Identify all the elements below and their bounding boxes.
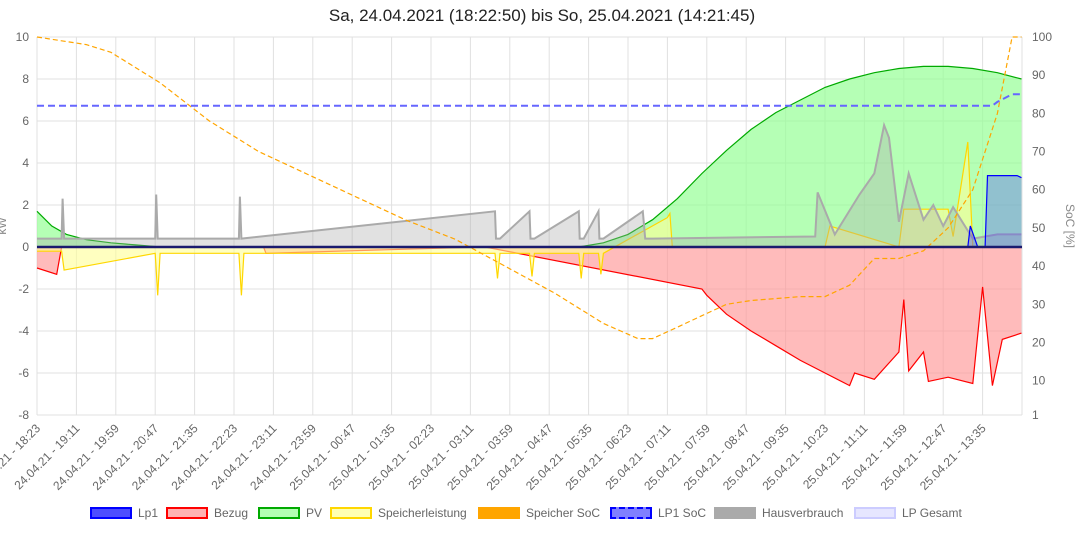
series-line-lp1-soc	[37, 93, 1022, 107]
legend-swatch-pv	[258, 507, 300, 519]
y-tick-left: -4	[18, 324, 29, 338]
series-area-pv	[37, 66, 1022, 248]
series-area-bezug	[37, 247, 1022, 386]
y-tick-left: -8	[18, 408, 29, 422]
y-tick-right: 40	[1032, 259, 1046, 273]
chart-legend: Lp1 Bezug PV Speicherleistung Speicher S…	[0, 505, 1084, 523]
legend-swatch-lp1	[90, 507, 132, 519]
series-line-hausverbrauch	[37, 121, 1022, 240]
legend-label-pv: PV	[306, 506, 323, 520]
y-tick-left: -2	[18, 282, 29, 296]
legend-label-lp1: Lp1	[138, 506, 159, 520]
legend-swatch-speicherleistung	[330, 507, 372, 519]
y-tick-right: 50	[1032, 221, 1046, 235]
legend-swatch-lp-gesamt	[854, 507, 896, 519]
y-tick-right: 10	[1032, 374, 1046, 388]
legend-swatch-lp1-soc	[610, 507, 652, 519]
y-tick-right: 1	[1032, 408, 1039, 422]
y-axis-title-right: SoC [%]	[1063, 204, 1077, 248]
series-line-speicherleistung	[37, 141, 1022, 296]
legend-label-bezug: Bezug	[214, 506, 249, 520]
y-tick-right: 100	[1032, 30, 1052, 44]
series-line-speicher-soc	[36, 36, 1022, 340]
y-tick-left: -6	[18, 366, 29, 380]
legend-label-lp-gesamt: LP Gesamt	[902, 506, 962, 520]
y-tick-right: 30	[1032, 297, 1046, 311]
legend-label-speicher-soc: Speicher SoC	[526, 506, 601, 520]
y-tick-right: 80	[1032, 106, 1046, 120]
legend-swatch-speicher-soc	[478, 507, 520, 519]
y-tick-left: 10	[16, 30, 30, 44]
y-tick-left: 0	[22, 240, 29, 254]
legend-swatch-bezug	[166, 507, 208, 519]
legend-label-hausverbrauch: Hausverbrauch	[762, 506, 844, 520]
chart-title: Sa, 24.04.2021 (18:22:50) bis So, 25.04.…	[328, 6, 756, 25]
series-line-pv	[36, 65, 1022, 248]
legend-swatch-hausverbrauch	[714, 507, 756, 519]
y-tick-left: 2	[22, 198, 29, 212]
y-tick-left: 4	[22, 156, 29, 170]
legend-label-speicherleistung: Speicherleistung	[378, 506, 467, 520]
y-tick-left: 8	[22, 72, 29, 86]
y-tick-right: 60	[1032, 183, 1046, 197]
y-tick-left: 6	[22, 114, 29, 128]
y-tick-right: 90	[1032, 68, 1046, 82]
chart-plot: -8 -6 -4 -2 0 2 4 6 8 10 1 10 20 30 40 50 60 70 80 90 100 kW S…	[0, 30, 1077, 493]
y-tick-right: 70	[1032, 145, 1046, 159]
y-tick-right: 20	[1032, 335, 1046, 349]
legend-label-lp1-soc: LP1 SoC	[658, 506, 707, 520]
y-axis-title-left: kW	[0, 217, 9, 235]
